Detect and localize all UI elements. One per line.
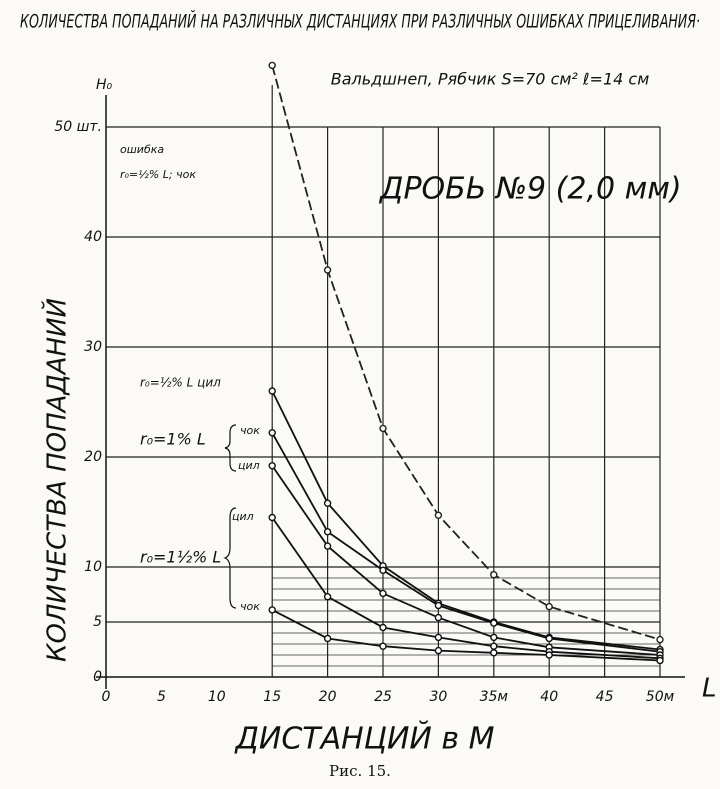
series-label: r₀=½% L цил (140, 376, 221, 390)
annotation: ошибка (120, 143, 164, 156)
series-line (271, 432, 661, 653)
x-tick-label: 30 (429, 689, 447, 705)
series-label: чок (240, 600, 260, 613)
y-tick-label: 5 (93, 614, 102, 630)
data-point (323, 499, 332, 507)
data-point (545, 602, 553, 611)
y-tick-label: 10 (84, 559, 102, 575)
caption: Рис. 15. (329, 762, 391, 780)
y-unit: Н₀ (96, 77, 113, 93)
data-point (323, 542, 332, 550)
series-label: цил (232, 510, 254, 523)
brace (223, 507, 237, 609)
data-point (268, 606, 276, 614)
y-tick-label: 50 шт. (54, 119, 102, 135)
x-axis-label: ДИСТАНЦИЙ в М (233, 721, 494, 757)
data-point (434, 511, 443, 519)
annotation: r₀=1% L (140, 430, 206, 449)
data-point (656, 656, 664, 665)
series-label: цил (238, 459, 260, 472)
annotation: ДРОБЬ №9 (2,0 мм) (378, 172, 682, 207)
data-point (379, 566, 387, 574)
brace (224, 424, 237, 472)
data-point (379, 589, 387, 598)
x-tick-label: 50м (646, 689, 675, 705)
data-point (268, 462, 276, 470)
series-line (271, 465, 661, 656)
y-tick-label: 40 (84, 229, 102, 245)
y-tick-label: 30 (84, 339, 102, 355)
data-point (434, 613, 443, 622)
data-point (379, 424, 387, 433)
data-point (323, 593, 332, 601)
data-point (268, 429, 276, 437)
data-point (268, 387, 276, 395)
data-point (434, 601, 443, 610)
data-point (490, 642, 498, 650)
data-point (323, 634, 332, 643)
chart-title: КОЛИЧЕСТВА ПОПАДАНИЙ НА РАЗЛИЧНЫХ ДИСТАН… (20, 10, 700, 33)
data-point (379, 623, 387, 632)
data-point (434, 633, 443, 642)
x-tick-label: 15 (263, 689, 281, 705)
x-tick-label: 20 (319, 689, 337, 705)
series-line (271, 609, 661, 662)
data-point (323, 528, 332, 536)
y-tick-label: 20 (84, 449, 102, 465)
data-point (656, 635, 664, 644)
x-tick-label: 0 (102, 689, 111, 705)
data-point (545, 651, 553, 659)
y-axis-label: КОЛИЧЕСТВА ПОПАДАНИЙ (41, 298, 73, 662)
data-point (545, 634, 553, 643)
data-point (490, 633, 498, 642)
x-tick-label: 45 (596, 689, 614, 705)
data-point (490, 619, 498, 627)
data-point (434, 646, 443, 655)
data-point (323, 266, 332, 274)
data-point (490, 649, 498, 657)
x-tick-label: 40 (540, 689, 558, 705)
data-point (379, 642, 387, 650)
x-unit: L (702, 674, 717, 704)
x-tick-label: 35м (480, 689, 509, 705)
data-point (490, 571, 498, 579)
x-tick-label: 5 (157, 689, 166, 705)
x-tick-label: 10 (208, 689, 226, 705)
series-label: чок (240, 424, 260, 437)
chart-subtitle: Вальдшнеп, Рябчик S=70 см² ℓ=14 см (331, 70, 650, 89)
data-point (268, 513, 276, 522)
x-tick-label: 25 (374, 689, 392, 705)
y-tick-label: 0 (93, 669, 102, 685)
annotation: r₀=1½% L (140, 548, 221, 567)
series-line (271, 65, 661, 641)
series-label: r₀=½% L; чок (120, 168, 196, 181)
data-point (268, 61, 276, 70)
